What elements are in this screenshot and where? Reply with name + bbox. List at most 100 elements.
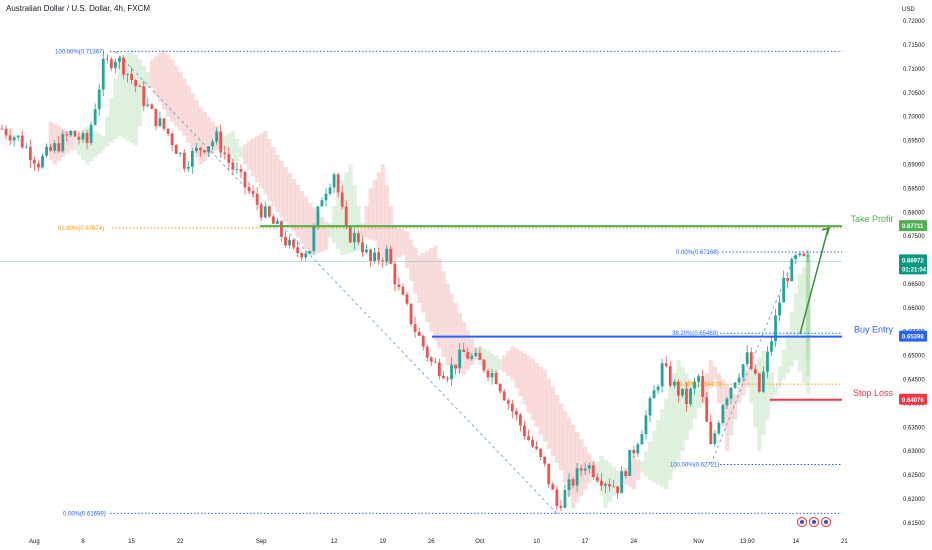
cloud-segment — [198, 107, 203, 165]
y-tick-label: 0.70500 — [903, 91, 925, 97]
candle-body — [93, 109, 97, 125]
candle-body — [267, 206, 271, 217]
candle-body — [409, 303, 413, 325]
y-tick-label: 0.66500 — [903, 282, 925, 288]
candle-body — [600, 480, 603, 486]
cloud-segment — [137, 59, 143, 127]
candle-body — [587, 465, 591, 469]
candle-body — [41, 155, 44, 168]
cloud-segment — [485, 350, 491, 370]
candle-body — [490, 372, 494, 378]
candle-body — [591, 465, 595, 478]
cloud-segment — [271, 146, 276, 207]
cloud-segment — [745, 369, 750, 388]
candle-body — [766, 351, 769, 372]
candle-body — [369, 249, 372, 262]
candle-body — [223, 152, 227, 155]
x-tick-label: 21 — [841, 539, 848, 545]
candle-body — [514, 411, 518, 415]
cloud-segment — [445, 283, 450, 366]
cloud-segment — [550, 386, 556, 456]
cloud-segment — [404, 231, 410, 269]
cloud-segment — [117, 59, 122, 136]
candle-body — [259, 204, 263, 218]
candle-body — [89, 124, 93, 144]
current-price-tag — [899, 254, 927, 275]
candle-body — [543, 456, 547, 464]
trade-level-label: Buy Entry — [854, 325, 894, 335]
cloud-segment — [332, 205, 337, 244]
candle-body — [211, 141, 214, 147]
candle-body — [142, 86, 146, 106]
candle-body — [778, 302, 781, 316]
cloud-segment — [303, 196, 309, 250]
candle-body — [421, 335, 425, 347]
candle-body — [786, 278, 790, 282]
candle-body — [685, 388, 688, 405]
cloud-segment — [380, 164, 386, 257]
candle-body — [486, 370, 490, 378]
cloud-segment — [733, 393, 738, 420]
cloud-segment — [664, 398, 669, 490]
cloud-segment — [153, 56, 159, 96]
cloud-segment — [724, 384, 730, 452]
candle-body — [348, 226, 352, 243]
cloud-segment — [64, 131, 70, 154]
candle-body — [559, 506, 563, 508]
candle-body — [709, 421, 713, 444]
candle-body — [628, 449, 632, 476]
y-tick-label: 0.70000 — [903, 115, 925, 121]
cloud-segment — [676, 360, 681, 461]
cloud-segment — [789, 312, 795, 367]
candle-body — [37, 163, 40, 168]
cloud-segment — [502, 355, 507, 373]
y-tick-label: 0.72000 — [903, 19, 925, 25]
candle-body — [332, 174, 336, 188]
candle-body — [182, 152, 186, 169]
x-tick-label: Aug — [29, 539, 40, 545]
cloud-segment — [210, 121, 215, 154]
x-tick-label: 24 — [630, 539, 637, 545]
candle-body — [284, 236, 287, 246]
cloud-segment — [238, 146, 244, 158]
cloud-segment — [364, 205, 369, 238]
cloud-segment — [595, 461, 600, 484]
cloud-segment — [421, 252, 426, 313]
candle-body — [648, 398, 652, 416]
y-tick-label: 0.68500 — [903, 186, 925, 192]
x-tick-label: 17 — [582, 539, 589, 545]
candle-body — [498, 383, 502, 392]
cloud-segment — [534, 362, 539, 428]
candle-body — [352, 233, 356, 243]
candle-body — [178, 152, 182, 154]
candle-body — [101, 58, 105, 90]
trade-level-label: Take Profit — [850, 214, 893, 224]
cloud-segment — [797, 274, 803, 372]
cloud-segment — [417, 255, 422, 304]
cloud-segment — [372, 180, 377, 241]
fib-trend-line — [115, 51, 558, 514]
candle-body — [276, 221, 279, 224]
candle-body — [575, 468, 579, 486]
candle-body — [676, 381, 680, 396]
cloud-segment — [121, 56, 126, 139]
candle-body — [502, 391, 506, 401]
candle-body — [166, 128, 170, 134]
trade-level-label: Stop Loss — [853, 388, 894, 398]
cloud-segment — [178, 72, 183, 132]
cloud-segment — [348, 164, 353, 253]
cloud-segment — [97, 133, 102, 154]
candle-body — [53, 143, 57, 151]
cloud-segment — [656, 420, 661, 485]
cloud-segment — [48, 121, 53, 160]
cloud-segment — [639, 460, 645, 473]
cloud-segment — [660, 409, 665, 487]
cloud-segment — [149, 59, 155, 89]
cloud-segment — [801, 267, 807, 383]
candle-body — [701, 376, 705, 397]
cloud-segment — [720, 379, 726, 428]
candle-body — [753, 369, 757, 374]
cloud-segment — [696, 389, 701, 409]
candle-body — [186, 166, 190, 169]
